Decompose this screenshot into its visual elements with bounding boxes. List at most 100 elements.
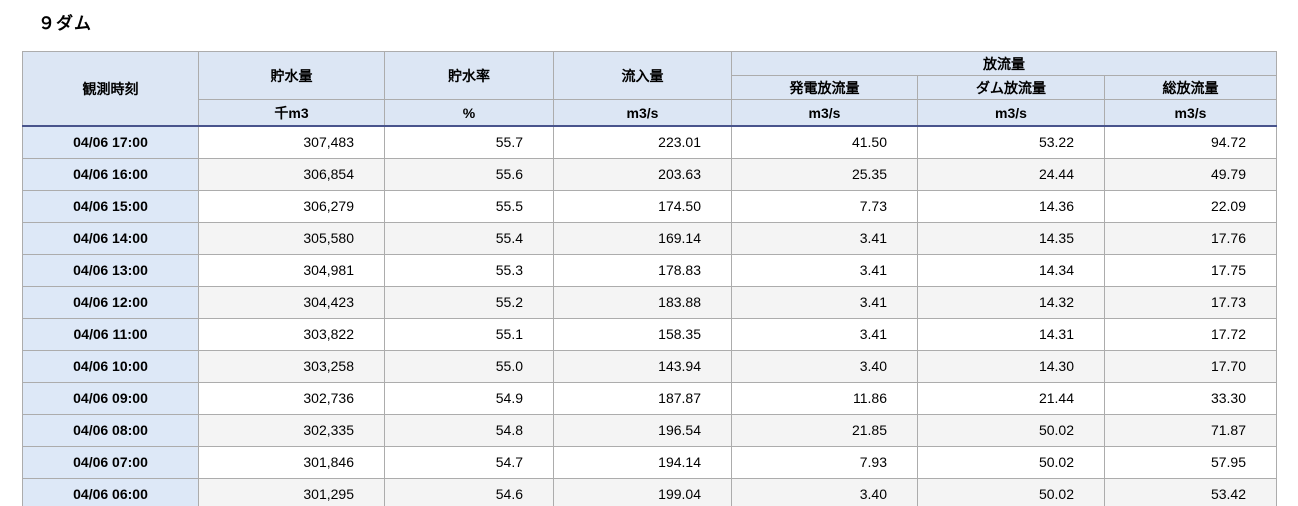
total-outflow-cell: 22.09 — [1103, 189, 1278, 223]
power-outflow-cell: 11.86 — [731, 381, 918, 415]
dam-outflow-cell: 53.22 — [917, 125, 1105, 159]
dam-outflow-cell: 14.32 — [917, 285, 1105, 319]
observation-time-cell: 04/06 09:00 — [22, 381, 199, 415]
table-row: 04/06 11:00 303,822 55.1 158.35 3.41 14.31 17.… — [22, 317, 1278, 351]
inflow-cell: 194.14 — [553, 445, 732, 479]
storage-rate-cell: 55.3 — [384, 253, 554, 287]
col-header-storage-rate: 貯水率 — [384, 51, 554, 100]
observation-time-cell: 04/06 17:00 — [22, 125, 199, 159]
power-outflow-cell: 41.50 — [731, 125, 918, 159]
inflow-cell: 199.04 — [553, 477, 732, 506]
col-header-outflow-group: 放流量 — [730, 51, 1278, 76]
col-header-power-outflow: 発電放流量 — [731, 75, 918, 100]
col-header-total-outflow: 総放流量 — [1103, 75, 1278, 100]
total-outflow-cell: 71.87 — [1103, 413, 1278, 447]
dam-observation-table: 観測時刻 貯水量 貯水率 流入量 放流量 発電放流量 ダム放流量 総放流量 千m… — [22, 51, 1278, 506]
observation-time-cell: 04/06 10:00 — [22, 349, 199, 383]
storage-rate-cell: 54.8 — [384, 413, 554, 447]
col-header-inflow: 流入量 — [553, 51, 732, 100]
power-outflow-cell: 7.93 — [731, 445, 918, 479]
observation-time-cell: 04/06 12:00 — [22, 285, 199, 319]
storage-volume-cell: 303,822 — [198, 317, 385, 351]
table-row: 04/06 17:00 307,483 55.7 223.01 41.50 53.22 94… — [22, 125, 1278, 159]
storage-rate-cell: 55.7 — [384, 125, 554, 159]
inflow-cell: 187.87 — [553, 381, 732, 415]
unit-dam-outflow: m3/s — [917, 99, 1105, 127]
storage-rate-cell: 55.6 — [384, 157, 554, 191]
power-outflow-cell: 3.41 — [731, 221, 918, 255]
table-row: 04/06 12:00 304,423 55.2 183.88 3.41 14.32 17.… — [22, 285, 1278, 319]
power-outflow-cell: 7.73 — [731, 189, 918, 223]
power-outflow-cell: 3.40 — [731, 349, 918, 383]
power-outflow-cell: 3.41 — [731, 285, 918, 319]
total-outflow-cell: 17.73 — [1103, 285, 1278, 319]
dam-outflow-cell: 50.02 — [917, 413, 1105, 447]
table-row: 04/06 13:00 304,981 55.3 178.83 3.41 14.34 17.… — [22, 253, 1278, 287]
storage-rate-cell: 55.2 — [384, 285, 554, 319]
table-row: 04/06 14:00 305,580 55.4 169.14 3.41 14.35 17.… — [22, 221, 1278, 255]
inflow-cell: 183.88 — [553, 285, 732, 319]
dam-outflow-cell: 50.02 — [917, 445, 1105, 479]
storage-volume-cell: 302,335 — [198, 413, 385, 447]
inflow-cell: 174.50 — [553, 189, 732, 223]
table-row: 04/06 15:00 306,279 55.5 174.50 7.73 14.36 22.… — [22, 189, 1278, 223]
dam-outflow-cell: 14.31 — [917, 317, 1105, 351]
observation-time-cell: 04/06 15:00 — [22, 189, 199, 223]
total-outflow-cell: 57.95 — [1103, 445, 1278, 479]
dam-outflow-cell: 21.44 — [917, 381, 1105, 415]
observation-time-cell: 04/06 16:00 — [22, 157, 199, 191]
inflow-cell: 178.83 — [553, 253, 732, 287]
table-row: 04/06 07:00 301,846 54.7 194.14 7.93 50.02 57.… — [22, 445, 1278, 479]
observation-time-cell: 04/06 13:00 — [22, 253, 199, 287]
observation-time-cell: 04/06 14:00 — [22, 221, 199, 255]
total-outflow-cell: 53.42 — [1103, 477, 1278, 506]
power-outflow-cell: 3.40 — [731, 477, 918, 506]
dam-outflow-cell: 14.34 — [917, 253, 1105, 287]
table-row: 04/06 08:00 302,335 54.8 196.54 21.85 50.02 71… — [22, 413, 1278, 447]
storage-volume-cell: 302,736 — [198, 381, 385, 415]
dam-outflow-cell: 24.44 — [917, 157, 1105, 191]
observation-time-cell: 04/06 06:00 — [22, 477, 199, 506]
observation-time-cell: 04/06 07:00 — [22, 445, 199, 479]
storage-rate-cell: 54.7 — [384, 445, 554, 479]
inflow-cell: 223.01 — [553, 125, 732, 159]
total-outflow-cell: 17.70 — [1103, 349, 1278, 383]
col-header-time: 観測時刻 — [22, 51, 199, 127]
storage-volume-cell: 306,279 — [198, 189, 385, 223]
total-outflow-cell: 94.72 — [1103, 125, 1278, 159]
page-title: ９ダム — [38, 14, 92, 33]
unit-power-outflow: m3/s — [731, 99, 918, 127]
total-outflow-cell: 17.76 — [1103, 221, 1278, 255]
observation-time-cell: 04/06 11:00 — [22, 317, 199, 351]
table-body: 04/06 17:00 307,483 55.7 223.01 41.50 53.22 94… — [22, 125, 1278, 506]
storage-volume-cell: 307,483 — [198, 125, 385, 159]
inflow-cell: 158.35 — [553, 317, 732, 351]
total-outflow-cell: 17.75 — [1103, 253, 1278, 287]
dam-outflow-cell: 50.02 — [917, 477, 1105, 506]
unit-storage-rate: % — [384, 99, 554, 127]
table-header: 観測時刻 貯水量 貯水率 流入量 放流量 発電放流量 ダム放流量 総放流量 千m… — [22, 51, 1278, 127]
dam-outflow-cell: 14.35 — [917, 221, 1105, 255]
storage-volume-cell: 305,580 — [198, 221, 385, 255]
storage-rate-cell: 55.4 — [384, 221, 554, 255]
storage-volume-cell: 301,846 — [198, 445, 385, 479]
storage-rate-cell: 55.1 — [384, 317, 554, 351]
storage-rate-cell: 55.5 — [384, 189, 554, 223]
table-row: 04/06 16:00 306,854 55.6 203.63 25.35 24.44 49… — [22, 157, 1278, 191]
total-outflow-cell: 17.72 — [1103, 317, 1278, 351]
total-outflow-cell: 49.79 — [1103, 157, 1278, 191]
storage-rate-cell: 54.9 — [384, 381, 554, 415]
storage-volume-cell: 304,423 — [198, 285, 385, 319]
total-outflow-cell: 33.30 — [1103, 381, 1278, 415]
unit-total-outflow: m3/s — [1103, 99, 1278, 127]
storage-rate-cell: 54.6 — [384, 477, 554, 506]
power-outflow-cell: 3.41 — [731, 317, 918, 351]
storage-rate-cell: 55.0 — [384, 349, 554, 383]
observation-time-cell: 04/06 08:00 — [22, 413, 199, 447]
col-header-dam-outflow: ダム放流量 — [917, 75, 1105, 100]
storage-volume-cell: 303,258 — [198, 349, 385, 383]
unit-inflow: m3/s — [553, 99, 732, 127]
table-row: 04/06 06:00 301,295 54.6 199.04 3.40 50.02 53.… — [22, 477, 1278, 506]
inflow-cell: 169.14 — [553, 221, 732, 255]
